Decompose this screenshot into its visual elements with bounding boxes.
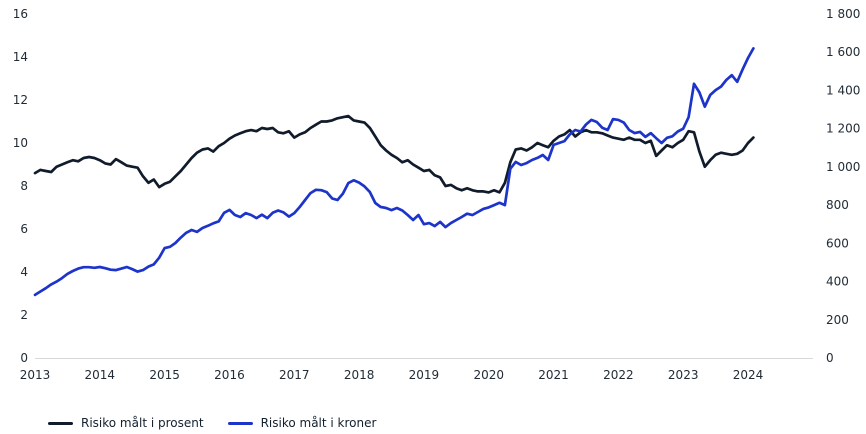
x-axis-tick-label: 2020 bbox=[473, 368, 504, 382]
right-axis-tick-label: 1 000 bbox=[826, 160, 860, 174]
left-axis-tick-label: 2 bbox=[20, 308, 28, 322]
right-axis-tick-label: 600 bbox=[826, 236, 849, 250]
x-axis-tick-label: 2016 bbox=[214, 368, 245, 382]
left-axis-tick-label: 4 bbox=[20, 265, 28, 279]
left-axis-tick-label: 0 bbox=[20, 351, 28, 365]
left-axis-tick-label: 14 bbox=[13, 50, 28, 64]
x-axis-tick-label: 2024 bbox=[733, 368, 764, 382]
right-axis-tick-label: 1 200 bbox=[826, 122, 860, 136]
legend-item-kroner: Risiko målt i kroner bbox=[227, 416, 377, 430]
x-axis-tick-label: 2021 bbox=[538, 368, 569, 382]
prosent-line bbox=[33, 114, 755, 194]
x-axis-tick-label: 2014 bbox=[85, 368, 116, 382]
left-axis-tick-label: 6 bbox=[20, 222, 28, 236]
legend-label-prosent: Risiko målt i prosent bbox=[81, 416, 204, 430]
right-axis-tick-label: 1 600 bbox=[826, 45, 860, 59]
left-axis-tick-label: 12 bbox=[13, 93, 28, 107]
x-axis-tick-label: 2015 bbox=[149, 368, 180, 382]
kroner-line bbox=[33, 47, 755, 297]
x-axis-tick-label: 2018 bbox=[344, 368, 375, 382]
right-axis-tick-label: 400 bbox=[826, 275, 849, 289]
x-axis-tick-label: 2023 bbox=[668, 368, 699, 382]
legend-item-prosent: Risiko målt i prosent bbox=[48, 416, 204, 430]
line-chart-plot: 16 14 12 10 8 6 4 2 0 1 800 1 600 1 400 1 200 1 000 80… bbox=[13, 7, 861, 382]
prosent-line-swatch bbox=[48, 421, 73, 425]
x-axis-tick-label: 2013 bbox=[20, 368, 51, 382]
right-axis-tick-label: 1 800 bbox=[826, 7, 860, 21]
x-axis-tick-label: 2017 bbox=[279, 368, 310, 382]
x-axis-tick-label: 2022 bbox=[603, 368, 634, 382]
left-axis-tick-label: 8 bbox=[20, 179, 28, 193]
left-axis-tick-label: 10 bbox=[13, 136, 28, 150]
right-axis-tick-label: 1 400 bbox=[826, 83, 860, 97]
right-axis-tick-label: 0 bbox=[826, 351, 834, 365]
left-axis-tick-label: 16 bbox=[13, 7, 28, 21]
kroner-line-swatch bbox=[227, 421, 253, 425]
x-axis-tick-label: 2019 bbox=[409, 368, 440, 382]
right-axis-tick-label: 200 bbox=[826, 313, 849, 327]
right-axis-tick-label: 800 bbox=[826, 198, 849, 212]
legend-label-kroner: Risiko målt i kroner bbox=[260, 416, 377, 430]
chart-legend: Risiko målt i prosent Risiko målt i kron… bbox=[48, 416, 400, 430]
